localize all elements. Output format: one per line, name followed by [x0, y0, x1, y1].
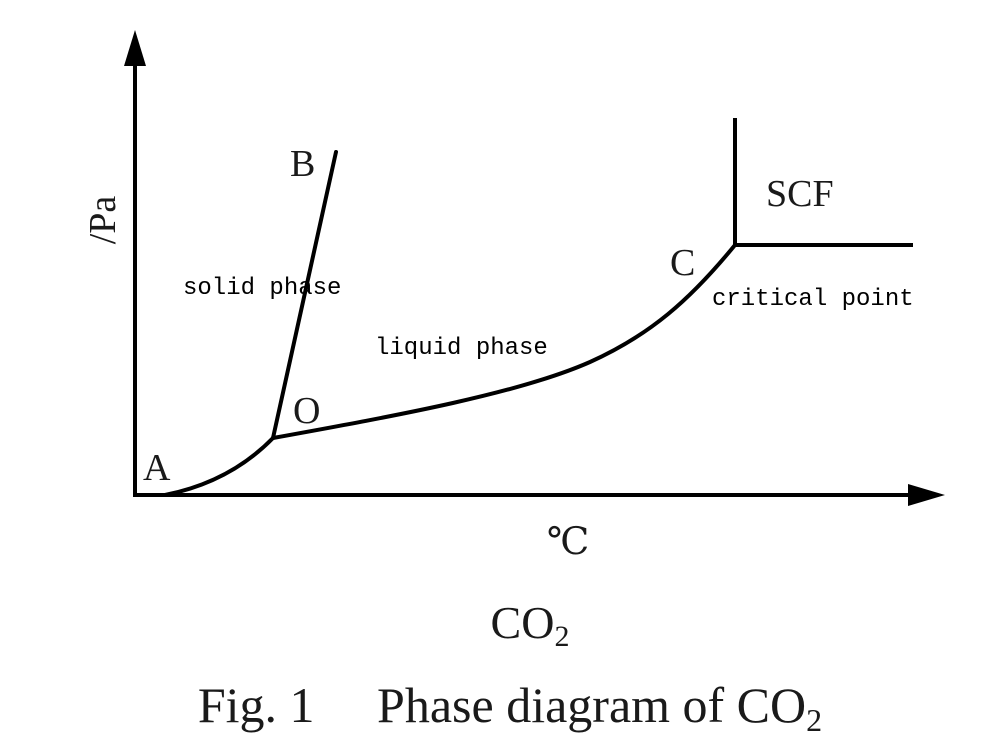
point-label-A: A: [143, 447, 171, 489]
point-label-B: B: [290, 143, 315, 185]
point-label-O: O: [293, 390, 320, 432]
y-axis-label: /Pa: [82, 196, 124, 245]
y-axis-arrow: [124, 30, 146, 66]
point-label-C: C: [670, 242, 695, 284]
subtitle-subscript: 2: [554, 620, 569, 653]
caption-subscript: 2: [806, 702, 822, 738]
region-label-solid-phase: solid phase: [183, 275, 341, 302]
vaporization-curve-OC: [271, 243, 737, 440]
diagram-subtitle: CO2: [491, 597, 570, 653]
subtitle-main: CO: [491, 597, 555, 648]
caption-main: Fig. 1 Phase diagram of CO: [198, 677, 806, 733]
sublimation-curve-AO: [163, 436, 275, 497]
region-label-critical-point: critical point: [712, 286, 914, 313]
region-label-liquid-phase: liquid phase: [375, 335, 548, 362]
x-axis-arrow: [908, 484, 945, 506]
melting-curve-OB: [271, 150, 338, 440]
region-label-scf: SCF: [766, 173, 834, 215]
figure-caption: Fig. 1 Phase diagram of CO2: [198, 677, 822, 738]
x-axis-label: ℃: [547, 521, 590, 563]
